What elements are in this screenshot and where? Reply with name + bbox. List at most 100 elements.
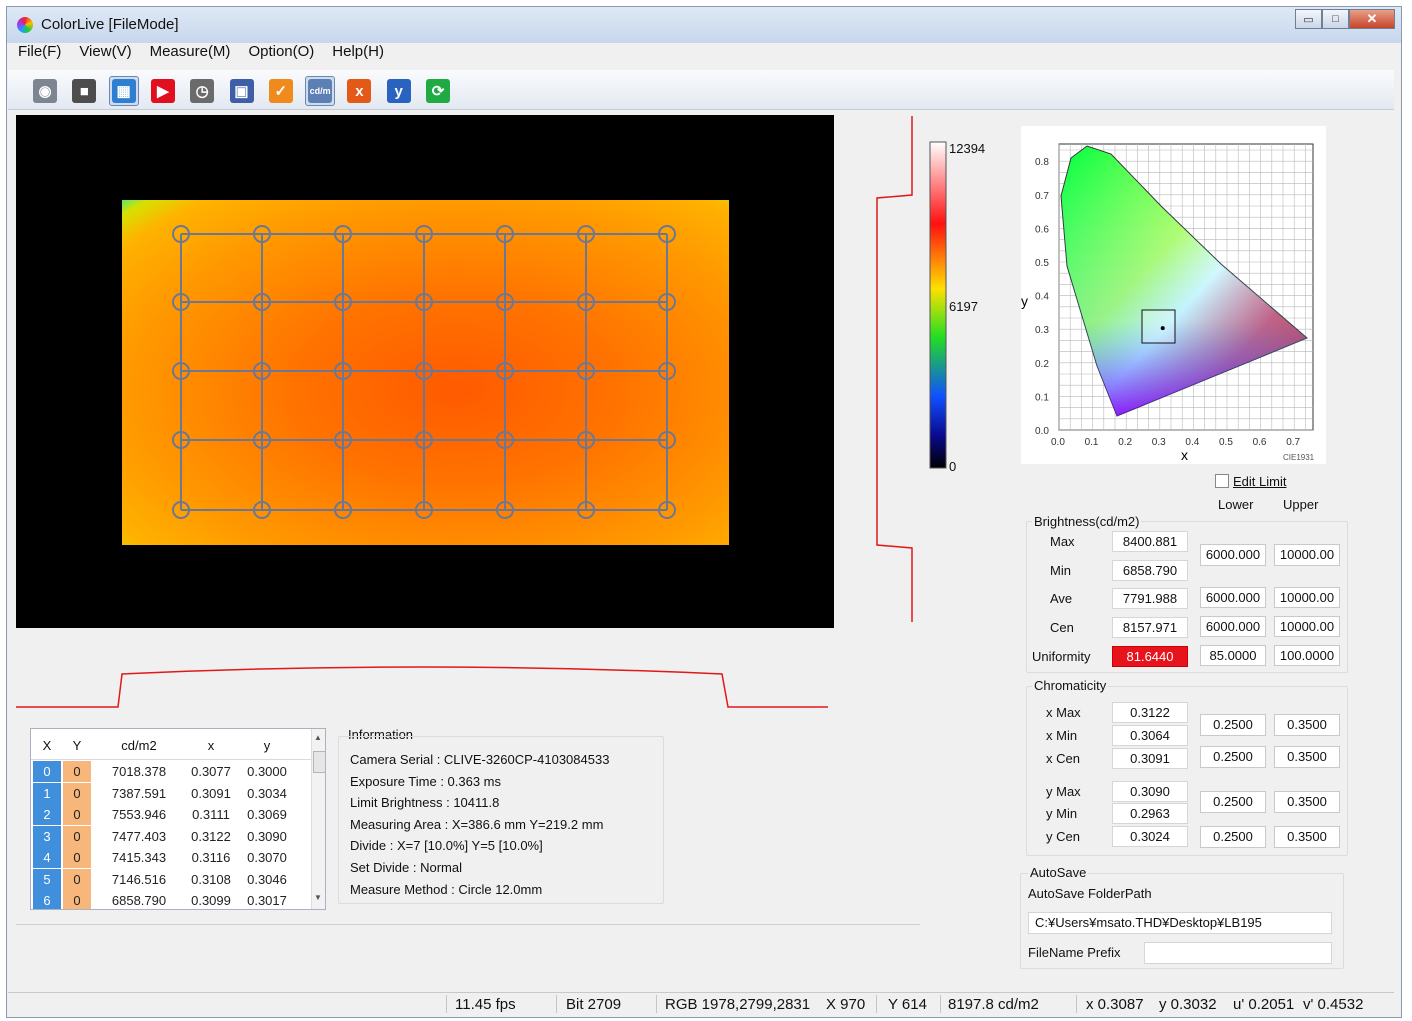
chromaticity-x-cen-upper-field[interactable]: 0.3500 [1274, 746, 1340, 768]
menu-file[interactable]: File(F) [18, 43, 62, 60]
uniformity-lower-field[interactable]: 85.0000 [1200, 645, 1266, 666]
menu-help[interactable]: Help(H) [332, 43, 384, 60]
y-button[interactable]: y [384, 76, 414, 106]
measurement-point-circle[interactable] [415, 225, 433, 243]
minimize-button[interactable]: ▭ [1295, 9, 1322, 29]
table-row[interactable]: 6 0 6858.790 0.3099 0.3017 [31, 890, 311, 909]
cdm2-button[interactable]: cd/m [305, 76, 336, 106]
image-view-button[interactable]: ▦ [108, 76, 139, 106]
measurement-point-circle[interactable] [496, 293, 514, 311]
measurement-point-circle[interactable] [658, 431, 676, 449]
cdm2-icon: cd/m [308, 79, 333, 103]
scroll-down-icon[interactable]: ▼ [314, 893, 322, 902]
measurement-point-circle[interactable] [172, 225, 190, 243]
measurement-point-circle[interactable] [496, 431, 514, 449]
cen-lower-field[interactable]: 6000.000 [1200, 616, 1266, 637]
scroll-up-icon[interactable]: ▲ [314, 733, 322, 742]
cen-upper-field[interactable]: 10000.00 [1274, 616, 1340, 637]
measurement-table[interactable]: X Y cd/m2 x y 0 0 7018.378 0.3077 0.3000 1 0 73… [30, 728, 326, 910]
measurement-point-circle[interactable] [577, 362, 595, 380]
cell-y-index: 0 [63, 761, 91, 782]
clock-button[interactable]: ◷ [187, 76, 217, 106]
maximize-button[interactable]: □ [1322, 9, 1349, 29]
measurement-point-circle[interactable] [415, 431, 433, 449]
table-row[interactable]: 1 0 7387.591 0.3091 0.3034 [31, 782, 311, 804]
measurement-point-circle[interactable] [496, 501, 514, 519]
measurement-point-circle[interactable] [496, 362, 514, 380]
chromaticity-y-cen-lower-field[interactable]: 0.2500 [1200, 826, 1266, 848]
measurement-point-circle[interactable] [253, 501, 271, 519]
chromaticity-x-maxmin-lower-field[interactable]: 0.2500 [1200, 714, 1266, 736]
uniformity-upper-field[interactable]: 100.0000 [1274, 645, 1340, 666]
measurement-point-circle[interactable] [253, 431, 271, 449]
checkbox-box[interactable] [1215, 474, 1229, 488]
measurement-point-circle[interactable] [334, 431, 352, 449]
measurement-point-circle[interactable] [253, 293, 271, 311]
capture-button[interactable]: ■ [69, 76, 99, 106]
chromaticity-y-cen-upper-field[interactable]: 0.3500 [1274, 826, 1340, 848]
ave-lower-field[interactable]: 6000.000 [1200, 587, 1266, 608]
measurement-point-circle[interactable] [334, 225, 352, 243]
measurement-point-circle[interactable] [577, 225, 595, 243]
menu-option[interactable]: Option(O) [248, 43, 315, 60]
chromaticity-y-min-value: 0.2963 [1112, 803, 1188, 824]
measurement-point-circle[interactable] [172, 293, 190, 311]
edit-limit-checkbox[interactable]: Edit Limit [1215, 474, 1286, 489]
measurement-point-circle[interactable] [415, 293, 433, 311]
header-cy[interactable]: y [263, 738, 271, 753]
cell-y-index: 0 [63, 804, 91, 825]
scroll-thumb[interactable] [313, 751, 325, 773]
save-button[interactable]: ▣ [227, 76, 257, 106]
measurement-point-circle[interactable] [658, 501, 676, 519]
x-button[interactable]: x [344, 76, 374, 106]
header-x-index[interactable]: X [42, 738, 52, 753]
measurement-point-circle[interactable] [334, 362, 352, 380]
chromaticity-x-maxmin-upper-field[interactable]: 0.3500 [1274, 714, 1340, 736]
chromaticity-x-min-value: 0.3064 [1112, 725, 1188, 746]
chromaticity-y-maxmin-upper-field[interactable]: 0.3500 [1274, 791, 1340, 813]
refresh-button[interactable]: ⟳ [423, 76, 453, 106]
header-luminance[interactable]: cd/m2 [121, 738, 157, 753]
scale-max-label: 12394 [949, 141, 986, 156]
measurement-point-circle[interactable] [172, 431, 190, 449]
cell-y-index: 0 [63, 782, 91, 804]
header-y-index[interactable]: Y [72, 738, 82, 753]
measurement-point-circle[interactable] [658, 293, 676, 311]
table-row[interactable]: 3 0 7477.403 0.3122 0.3090 [31, 825, 311, 847]
measurement-point-circle[interactable] [172, 501, 190, 519]
maxmin-lower-field[interactable]: 6000.000 [1200, 544, 1266, 566]
check-button[interactable]: ✓ [266, 76, 296, 106]
measurement-point-circle[interactable] [415, 362, 433, 380]
measurement-point-circle[interactable] [496, 225, 514, 243]
measurement-point-circle[interactable] [334, 501, 352, 519]
table-scrollbar[interactable]: ▲ ▼ [311, 729, 325, 909]
chromaticity-y-cen-value: 0.3024 [1112, 826, 1188, 847]
measurement-point-circle[interactable] [253, 362, 271, 380]
menu-view[interactable]: View(V) [79, 43, 132, 60]
measurement-point-circle[interactable] [334, 293, 352, 311]
measurement-point-circle[interactable] [577, 431, 595, 449]
table-row[interactable]: 0 0 7018.378 0.3077 0.3000 [31, 761, 311, 782]
ave-upper-field[interactable]: 10000.00 [1274, 587, 1340, 608]
measurement-point-circle[interactable] [658, 225, 676, 243]
menu-measure[interactable]: Measure(M) [149, 43, 231, 60]
maxmin-upper-field[interactable]: 10000.00 [1274, 544, 1340, 566]
camera-button[interactable]: ◉ [30, 76, 60, 106]
table-row[interactable]: 5 0 7146.516 0.3108 0.3046 [31, 868, 311, 890]
autosave-folder-field[interactable]: C:¥Users¥msato.THD¥Desktop¥LB195 [1028, 912, 1332, 934]
filename-prefix-field[interactable] [1144, 942, 1332, 964]
measurement-point-circle[interactable] [577, 501, 595, 519]
close-button[interactable]: ✕ [1349, 9, 1395, 29]
table-row[interactable]: 2 0 7553.946 0.3111 0.3069 [31, 804, 311, 825]
record-button[interactable]: ▶ [148, 76, 178, 106]
measurement-point-circle[interactable] [577, 293, 595, 311]
measurement-point-circle[interactable] [658, 362, 676, 380]
header-cx[interactable]: x [207, 738, 215, 753]
measurement-point-circle[interactable] [415, 501, 433, 519]
measurement-point-circle[interactable] [172, 362, 190, 380]
measurement-point-circle[interactable] [253, 225, 271, 243]
table-row[interactable]: 4 0 7415.343 0.3116 0.3070 [31, 847, 311, 868]
chromaticity-y-maxmin-lower-field[interactable]: 0.2500 [1200, 791, 1266, 813]
chromaticity-x-cen-lower-field[interactable]: 0.2500 [1200, 746, 1266, 768]
cell-luminance: 6858.790 [111, 893, 167, 908]
